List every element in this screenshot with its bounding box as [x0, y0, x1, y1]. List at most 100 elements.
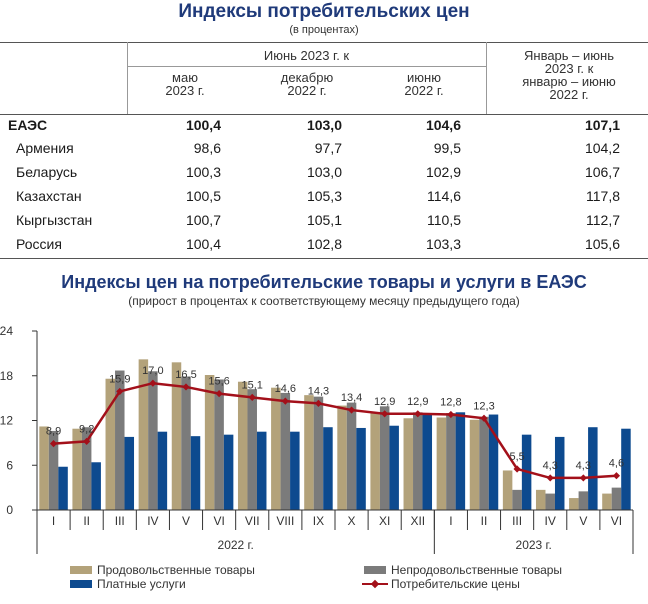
x-tick-label: V — [579, 514, 587, 528]
table-cell: 104,2 — [584, 140, 620, 156]
x-tick-label: VI — [611, 514, 622, 528]
legend-label-services: Платные услуги — [97, 577, 186, 591]
row-label: Казахстан — [16, 188, 82, 204]
x-tick-label: VII — [245, 514, 260, 528]
data-label: 16,5 — [175, 369, 196, 381]
data-label: 15,1 — [242, 379, 263, 391]
bar — [39, 426, 49, 510]
data-label: 15,6 — [208, 376, 229, 388]
data-label: 14,3 — [308, 385, 329, 397]
bar — [256, 431, 267, 510]
bar — [379, 406, 390, 510]
bar — [271, 387, 281, 510]
y-tick-label: 12 — [0, 414, 13, 428]
bar — [578, 491, 589, 510]
table-cell: 103,3 — [425, 236, 461, 252]
data-label: 12,8 — [440, 397, 461, 409]
bar — [413, 412, 423, 510]
y-tick-label: 24 — [0, 324, 13, 338]
x-tick-label: VIII — [276, 514, 294, 528]
bar — [455, 412, 466, 510]
y-tick-label: 0 — [6, 503, 13, 517]
data-label: 8,9 — [46, 426, 61, 438]
cpi-marker — [612, 472, 621, 480]
table-cell: 103,0 — [306, 164, 342, 180]
x-tick-label: XI — [379, 514, 390, 528]
bar — [304, 395, 314, 510]
legend-label-food: Продовольственные товары — [97, 563, 255, 577]
bar — [190, 436, 201, 510]
table-cell: 97,7 — [314, 140, 342, 156]
bar — [124, 436, 135, 510]
bar — [323, 427, 333, 510]
table-cell: 110,5 — [427, 212, 461, 228]
row-label: Армения — [16, 140, 74, 156]
bar — [479, 416, 489, 510]
column-header-line: январю – июню — [522, 74, 616, 89]
chart-subtitle: (прирост в процентах к соответствующему … — [128, 294, 520, 308]
x-tick-label: II — [83, 514, 90, 528]
table-cell: 100,5 — [185, 188, 221, 204]
cpi-marker — [579, 474, 587, 482]
bar — [138, 359, 149, 510]
bar — [370, 413, 380, 510]
data-label: 4,3 — [576, 460, 591, 472]
row-label: Беларусь — [16, 164, 78, 180]
column-header-line: 2022 г. — [549, 87, 589, 102]
cpi-line — [53, 381, 617, 480]
legend-marker-cpi — [370, 579, 380, 589]
bar — [105, 378, 116, 510]
table-subheader-rule — [127, 66, 486, 67]
table-cell: 99,5 — [433, 140, 461, 156]
bar — [290, 431, 300, 510]
column-header-may: маю 2023 г. — [130, 71, 240, 97]
bar — [611, 487, 622, 510]
bar — [535, 489, 546, 510]
bar — [389, 425, 399, 510]
bar — [588, 427, 598, 510]
bar — [280, 392, 291, 510]
table-cell: 100,4 — [185, 117, 221, 133]
data-label: 13,4 — [341, 392, 362, 404]
legend-label-nonfood: Непродовольственные товары — [391, 563, 563, 577]
bar — [502, 470, 513, 510]
bar — [446, 413, 456, 510]
legend-swatch-food — [70, 566, 92, 574]
table-cell: 103,0 — [306, 117, 342, 133]
column-header-december: декабрю 2022 г. — [252, 71, 362, 97]
table-group-header: Июнь 2023 г. к — [263, 48, 350, 63]
bar — [214, 379, 224, 510]
bar — [72, 428, 82, 510]
table-cell: 105,1 — [306, 212, 342, 228]
chart-title: Индексы цен на потребительские товары и … — [61, 272, 587, 292]
x-tick-label: I — [52, 514, 55, 528]
x-tick-label: XII — [410, 514, 425, 528]
table-cell: 105,6 — [584, 236, 620, 252]
data-label: 4,6 — [609, 458, 624, 470]
table-bottom-rule — [0, 258, 648, 259]
column-header-line: июню — [407, 70, 441, 85]
table-divider-right — [486, 42, 487, 114]
x-tick-label: IV — [545, 514, 556, 528]
bar — [181, 376, 191, 510]
bar — [247, 389, 257, 510]
bar — [337, 405, 347, 510]
y-tick-label: 18 — [0, 369, 13, 383]
x-tick-label: IX — [313, 514, 324, 528]
x-tick-label: III — [512, 514, 522, 528]
x-tick-label: X — [348, 514, 356, 528]
table-cell: 117,8 — [586, 188, 620, 204]
bar — [422, 413, 433, 510]
data-label: 14,6 — [275, 383, 296, 395]
x-tick-label: V — [182, 514, 190, 528]
legend-swatch-services — [70, 580, 92, 588]
table-cell: 100,3 — [185, 164, 221, 180]
bar — [346, 402, 357, 510]
table-cell: 100,4 — [185, 236, 221, 252]
bar — [403, 418, 414, 510]
cpi-marker — [546, 474, 554, 482]
bar — [115, 370, 125, 510]
year-label: 2022 г. — [218, 538, 254, 552]
table-cell: 102,8 — [306, 236, 342, 252]
data-label: 5,5 — [509, 451, 524, 463]
